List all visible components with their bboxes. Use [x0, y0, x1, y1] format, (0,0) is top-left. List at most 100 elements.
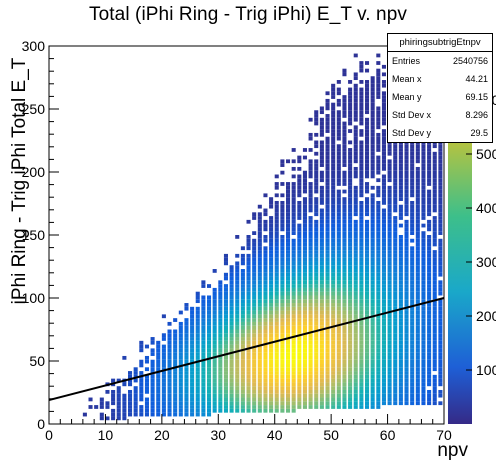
heatmap-cell — [246, 401, 251, 406]
heatmap-cell — [427, 193, 432, 198]
heatmap-cell — [427, 182, 432, 186]
heatmap-cell — [325, 216, 330, 220]
heatmap-cell — [353, 337, 358, 341]
heatmap-cell — [218, 303, 223, 307]
heatmap-cell — [331, 329, 336, 334]
heatmap-cell — [286, 227, 291, 232]
heatmap-cell — [370, 91, 375, 96]
heatmap-cell — [302, 287, 307, 292]
heatmap-cell — [348, 117, 353, 122]
heatmap-cell — [314, 291, 319, 296]
heatmap-cell — [387, 265, 392, 270]
heatmap-cell — [342, 269, 347, 273]
heatmap-cell — [314, 200, 319, 205]
heatmap-cell — [342, 178, 347, 183]
heatmap-cell — [438, 170, 443, 175]
heatmap-cell — [280, 303, 285, 307]
heatmap-cell — [184, 337, 189, 341]
heatmap-cell — [173, 378, 178, 383]
heatmap-cell — [359, 98, 364, 103]
heatmap-cell — [286, 408, 291, 413]
heatmap-cell — [342, 242, 347, 247]
heatmap-cell — [331, 212, 336, 217]
heatmap-cell — [387, 291, 392, 296]
heatmap-cell — [387, 166, 392, 171]
heatmap-cell — [370, 219, 375, 224]
heatmap-cell — [404, 200, 409, 205]
heatmap-cell — [365, 238, 370, 243]
heatmap-cell — [427, 166, 432, 171]
heatmap-cell — [376, 397, 381, 402]
heatmap-cell — [410, 276, 415, 281]
x-tick-label: 60 — [380, 427, 396, 443]
heatmap-cell — [404, 238, 409, 243]
heatmap-cell — [314, 140, 319, 145]
heatmap-cell — [353, 159, 358, 164]
heatmap-cell — [353, 110, 358, 115]
heatmap-cell — [240, 401, 245, 406]
heatmap-cell — [381, 355, 386, 360]
heatmap-cell — [438, 401, 443, 406]
heatmap-cell — [336, 91, 341, 96]
heatmap-cell — [302, 325, 307, 330]
heatmap-cell — [173, 386, 178, 390]
heatmap-cell — [178, 352, 183, 356]
heatmap-cell — [398, 287, 403, 292]
heatmap-cell — [381, 321, 386, 326]
heatmap-cell — [240, 344, 245, 349]
heatmap-cell — [325, 276, 330, 281]
heatmap-cell — [432, 166, 437, 171]
heatmap-cell — [156, 355, 161, 360]
heatmap-cell — [365, 389, 370, 394]
heatmap-cell — [269, 231, 274, 235]
heatmap-cell — [223, 355, 228, 360]
heatmap-cell — [336, 352, 341, 356]
heatmap-cell — [94, 405, 99, 409]
heatmap-cell — [257, 359, 262, 364]
heatmap-cell — [263, 359, 268, 364]
heatmap-cell — [359, 378, 364, 383]
heatmap-cell — [370, 242, 375, 247]
heatmap-cell — [336, 121, 341, 126]
heatmap-cell — [381, 64, 386, 69]
heatmap-cell — [365, 212, 370, 217]
heatmap-cell — [404, 208, 409, 213]
heatmap-cell — [212, 405, 217, 409]
heatmap-cell — [291, 355, 296, 360]
heatmap-cell — [348, 348, 353, 353]
heatmap-cell — [269, 197, 274, 201]
heatmap-cell — [348, 219, 353, 224]
heatmap-cell — [105, 416, 110, 421]
heatmap-cell — [421, 303, 426, 307]
heatmap-cell — [269, 344, 274, 349]
heatmap-cell — [286, 348, 291, 353]
heatmap-cell — [393, 265, 398, 270]
heatmap-cell — [336, 200, 341, 205]
heatmap-cell — [398, 182, 403, 186]
heatmap-cell — [365, 299, 370, 304]
heatmap-cell — [308, 389, 313, 394]
heatmap-cell — [291, 352, 296, 356]
heatmap-cell — [229, 337, 234, 341]
heatmap-cell — [381, 235, 386, 239]
heatmap-cell — [156, 359, 161, 364]
heatmap-cell — [331, 344, 336, 349]
stats-label: Entries — [392, 56, 421, 66]
heatmap-cell — [308, 280, 313, 285]
heatmap-cell — [269, 378, 274, 383]
heatmap-cell — [336, 189, 341, 194]
heatmap-cell — [359, 212, 364, 217]
heatmap-cell — [336, 374, 341, 379]
heatmap-cell — [370, 325, 375, 330]
heatmap-cell — [353, 72, 358, 77]
heatmap-cell — [246, 235, 251, 239]
heatmap-cell — [235, 352, 240, 356]
heatmap-cell — [336, 174, 341, 179]
heatmap-cell — [359, 340, 364, 345]
heatmap-cell — [314, 174, 319, 179]
heatmap-cell — [336, 306, 341, 311]
heatmap-cell — [269, 303, 274, 307]
heatmap-cell — [190, 401, 195, 406]
heatmap-cell — [393, 337, 398, 341]
heatmap-cell — [348, 114, 353, 118]
